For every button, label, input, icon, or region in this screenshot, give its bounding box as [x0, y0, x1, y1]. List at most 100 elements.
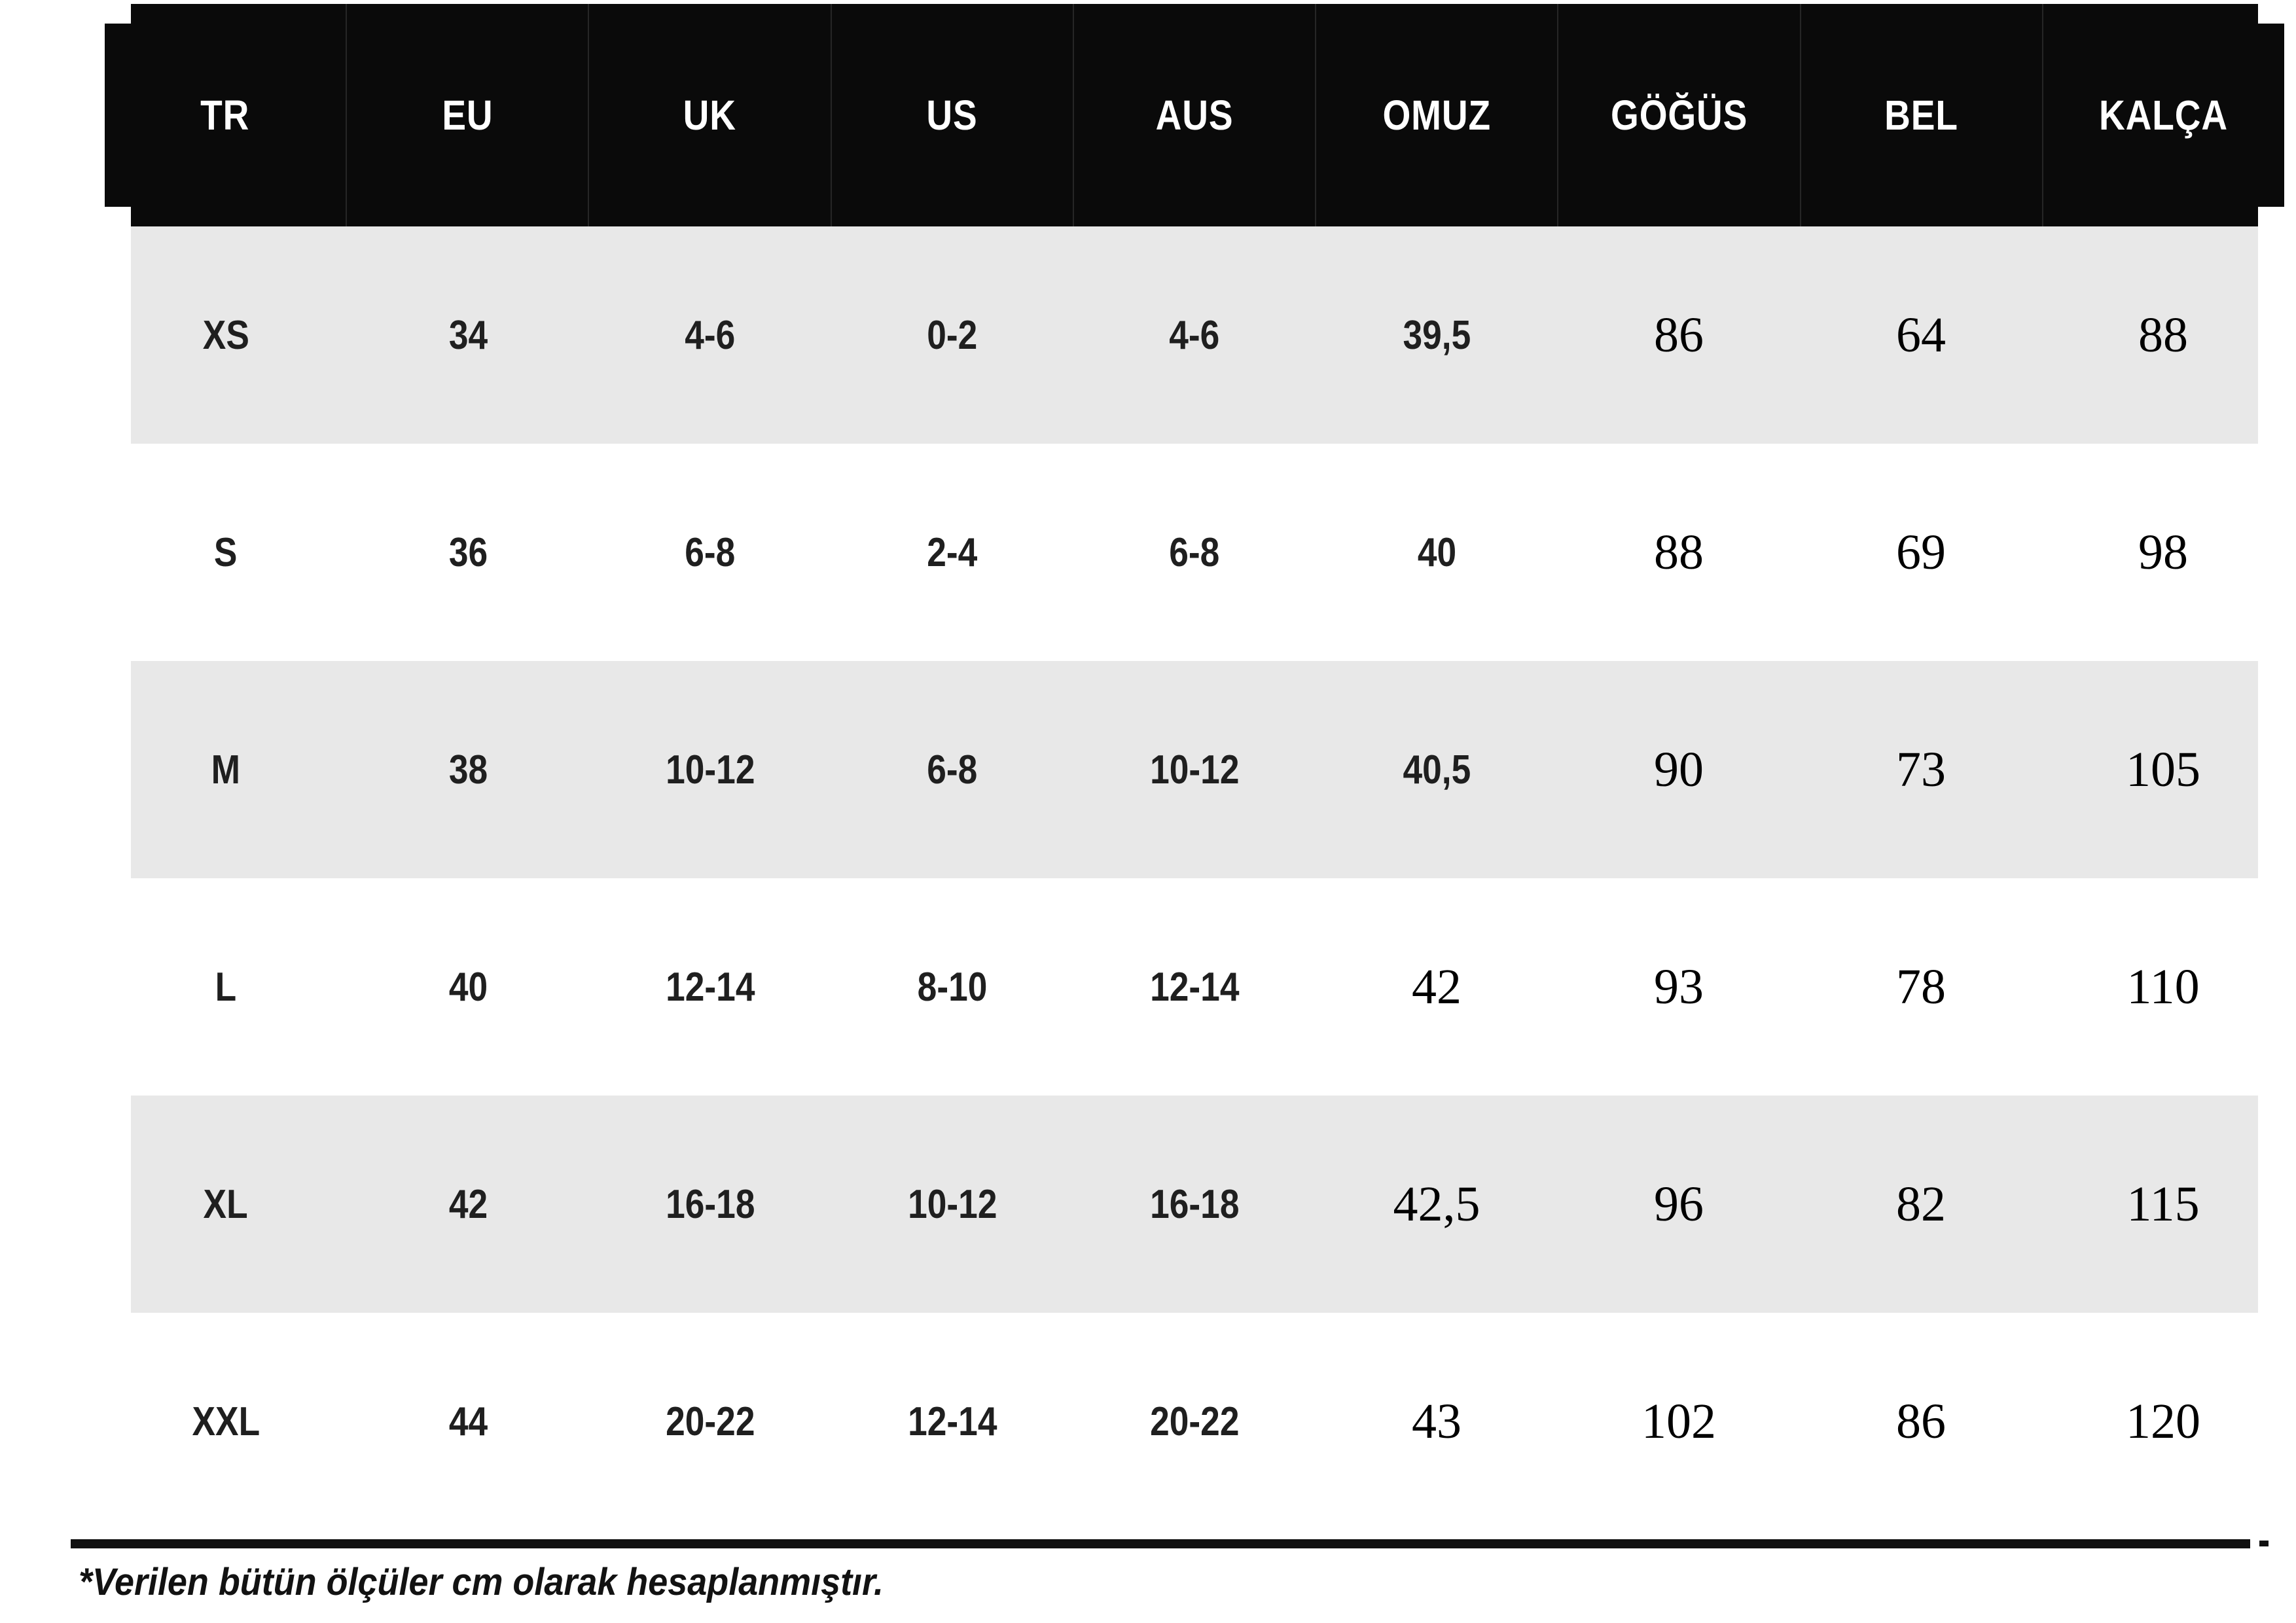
cell-l-uk: 12-14 — [589, 878, 831, 1096]
cell-m-tr: M — [105, 661, 347, 878]
cell-value: 98 — [2138, 524, 2188, 580]
cell-value: 93 — [1654, 959, 1704, 1014]
cell-xxl-gogus: 102 — [1558, 1313, 1800, 1530]
bottom-rule-end-dot — [2259, 1541, 2269, 1546]
cell-l-gogus: 93 — [1558, 878, 1800, 1096]
cell-value: 34 — [448, 312, 488, 358]
cell-xxl-uk: 20-22 — [589, 1313, 831, 1530]
row-cells: XXL 44 20-22 12-14 20-22 43 102 86 120 — [105, 1313, 2284, 1530]
header-cell-bel: BEL — [1801, 4, 2043, 226]
cell-xxl-eu: 44 — [347, 1313, 589, 1530]
cell-value: 86 — [1896, 1393, 1946, 1449]
cell-l-aus: 12-14 — [1073, 878, 1316, 1096]
cell-value: XL — [203, 1181, 249, 1227]
cell-value: 96 — [1654, 1176, 1704, 1232]
header-label: GÖĞÜS — [1610, 92, 1748, 139]
cell-value: XS — [202, 312, 249, 358]
cell-xs-us: 0-2 — [831, 226, 1073, 444]
cell-xs-kalca: 88 — [2042, 226, 2284, 444]
bottom-rule — [71, 1539, 2250, 1548]
cell-value: 86 — [1654, 307, 1704, 363]
cell-value: 8-10 — [917, 964, 988, 1010]
cell-value: 36 — [448, 529, 488, 575]
cell-value: 12-14 — [907, 1399, 997, 1444]
cell-s-tr: S — [105, 444, 347, 661]
cell-xl-gogus: 96 — [1558, 1096, 1800, 1313]
row-background — [131, 1313, 2258, 1530]
cell-s-kalca: 98 — [2042, 444, 2284, 661]
header-cell-tr: TR — [105, 4, 348, 226]
cell-value: 110 — [2126, 959, 2200, 1014]
table-row-l: L 40 12-14 8-10 12-14 42 93 78 110 — [105, 878, 2284, 1096]
table-row-xs: XS 34 4-6 0-2 4-6 39,5 86 64 88 — [105, 226, 2284, 444]
table-row-xl: XL 42 16-18 10-12 16-18 42,5 96 82 115 — [105, 1096, 2284, 1313]
header-label: TR — [200, 92, 250, 139]
cell-value: L — [215, 964, 237, 1010]
cell-value: 20-22 — [1149, 1399, 1240, 1444]
header-label: OMUZ — [1382, 92, 1491, 139]
row-background — [131, 1096, 2258, 1313]
cell-value: 44 — [448, 1399, 488, 1444]
cell-l-bel: 78 — [1800, 878, 2042, 1096]
cell-xs-bel: 64 — [1800, 226, 2042, 444]
cell-xxl-omuz: 43 — [1316, 1313, 1558, 1530]
cell-value: 6-8 — [927, 747, 978, 793]
cell-xs-eu: 34 — [347, 226, 589, 444]
cell-value: 90 — [1654, 741, 1704, 797]
cell-value: 6-8 — [685, 529, 736, 575]
header-label: AUS — [1155, 92, 1234, 139]
row-background — [131, 661, 2258, 878]
cell-value: 16-18 — [1149, 1181, 1240, 1227]
cell-m-us: 6-8 — [831, 661, 1073, 878]
cell-s-uk: 6-8 — [589, 444, 831, 661]
cell-value: 42,5 — [1393, 1176, 1480, 1232]
cell-l-tr: L — [105, 878, 347, 1096]
cell-value: 120 — [2126, 1393, 2200, 1449]
cell-s-us: 2-4 — [831, 444, 1073, 661]
table-row-s: S 36 6-8 2-4 6-8 40 88 69 98 — [105, 444, 2284, 661]
header-label: UK — [683, 92, 737, 139]
cell-value: 38 — [448, 747, 488, 793]
cell-xxl-us: 12-14 — [831, 1313, 1073, 1530]
cell-value: 4-6 — [1169, 312, 1220, 358]
cell-xxl-kalca: 120 — [2042, 1313, 2284, 1530]
cell-m-eu: 38 — [347, 661, 589, 878]
cell-value: 73 — [1896, 741, 1946, 797]
cell-xl-tr: XL — [105, 1096, 347, 1313]
cell-value: 40 — [448, 964, 488, 1010]
cell-xxl-aus: 20-22 — [1073, 1313, 1316, 1530]
footnote-text: *Verilen bütün ölçüler cm olarak hesapla… — [79, 1561, 884, 1603]
cell-value: 10-12 — [1149, 747, 1240, 793]
cell-xl-uk: 16-18 — [589, 1096, 831, 1313]
cell-xl-aus: 16-18 — [1073, 1096, 1316, 1313]
cell-value: 43 — [1412, 1393, 1462, 1449]
cell-l-omuz: 42 — [1316, 878, 1558, 1096]
row-background — [131, 444, 2258, 661]
cell-xs-tr: XS — [105, 226, 347, 444]
cell-value: 82 — [1896, 1176, 1946, 1232]
cell-value: 40 — [1417, 529, 1456, 575]
table-header: TR EU UK US AUS OMUZ GÖĞÜS BEL KALÇA — [105, 4, 2284, 226]
cell-value: S — [214, 529, 238, 575]
cell-value: 10-12 — [665, 747, 755, 793]
cell-s-omuz: 40 — [1316, 444, 1558, 661]
cell-value: 88 — [1654, 524, 1704, 580]
cell-m-bel: 73 — [1800, 661, 2042, 878]
header-cell-uk: UK — [589, 4, 832, 226]
cell-m-kalca: 105 — [2042, 661, 2284, 878]
header-label: EU — [442, 92, 493, 139]
cell-value: 4-6 — [685, 312, 736, 358]
cell-value: M — [211, 747, 241, 793]
cell-xl-us: 10-12 — [831, 1096, 1073, 1313]
cell-xs-omuz: 39,5 — [1316, 226, 1558, 444]
header-cell-kalca: KALÇA — [2043, 4, 2284, 226]
table-body: XS 34 4-6 0-2 4-6 39,5 86 64 88 S 36 6-8 2-4 6-8 40 88 6… — [105, 226, 2284, 1530]
table-row-xxl: XXL 44 20-22 12-14 20-22 43 102 86 120 — [105, 1313, 2284, 1530]
row-cells: M 38 10-12 6-8 10-12 40,5 90 73 105 — [105, 661, 2284, 878]
cell-xxl-tr: XXL — [105, 1313, 347, 1530]
header-label: BEL — [1884, 92, 1958, 139]
header-cell-gogus: GÖĞÜS — [1558, 4, 1801, 226]
cell-xs-uk: 4-6 — [589, 226, 831, 444]
cell-m-gogus: 90 — [1558, 661, 1800, 878]
